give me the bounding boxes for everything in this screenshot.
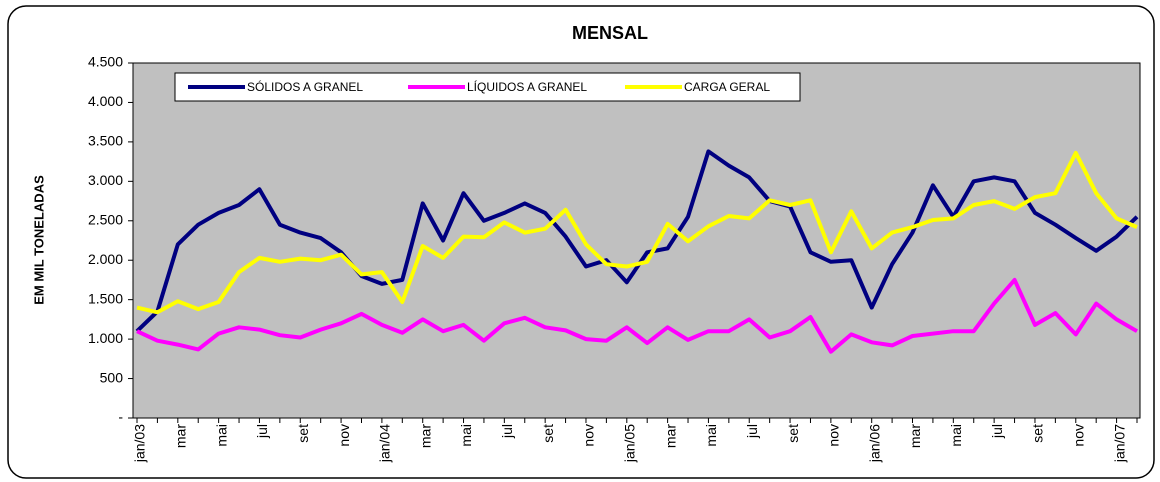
x-tick-label: mar xyxy=(173,424,189,448)
series-line xyxy=(136,150,1138,315)
series-line xyxy=(135,149,1139,333)
x-tick-label: jul xyxy=(499,424,515,439)
y-tick-label: 2.500 xyxy=(88,211,123,227)
x-tick-label: set xyxy=(295,424,311,443)
legend xyxy=(174,72,801,102)
legend-label: SÓLIDOS A GRANEL xyxy=(247,79,363,94)
chart-title: MENSAL xyxy=(572,23,648,43)
y-tick-label: 1.500 xyxy=(88,290,123,306)
x-tick-label: mai xyxy=(948,424,964,447)
y-tick-label: 3.500 xyxy=(88,133,123,149)
x-tick-label: mar xyxy=(417,424,433,448)
x-tick-label: mai xyxy=(213,424,229,447)
x-tick-label: nov xyxy=(336,424,352,447)
x-tick-label: mai xyxy=(458,424,474,447)
x-tick-label: jan/06 xyxy=(866,424,882,463)
plot-area xyxy=(132,62,1141,419)
y-tick-label: 3.000 xyxy=(88,172,123,188)
x-tick-label: set xyxy=(540,424,556,443)
y-tick-label: 500 xyxy=(100,369,124,385)
legend-label: CARGA GERAL xyxy=(684,80,770,94)
y-tick-label: 1.000 xyxy=(88,330,123,346)
x-tick-label: nov xyxy=(581,424,597,447)
series-line xyxy=(136,277,1139,354)
x-tick-label: jul xyxy=(254,424,270,439)
x-tick-label: jan/07 xyxy=(1111,424,1127,463)
x-tick-label: nov xyxy=(1070,424,1086,447)
x-tick-label: jan/05 xyxy=(621,424,637,463)
x-tick-label: jan/03 xyxy=(132,424,148,463)
x-tick-label: jan/04 xyxy=(377,424,393,463)
x-tick-label: set xyxy=(785,424,801,443)
y-tick-label: 4.000 xyxy=(88,93,123,109)
x-tick-label: set xyxy=(1030,424,1046,443)
y-tick-label: 4.500 xyxy=(88,54,123,70)
legend-label: LÍQUIDOS A GRANEL xyxy=(467,79,587,94)
x-tick-label: mar xyxy=(662,424,678,448)
x-tick-label: mai xyxy=(703,424,719,447)
y-tick-label: - xyxy=(118,409,123,425)
y-tick-label: 2.000 xyxy=(88,251,123,267)
x-tick-label: jul xyxy=(989,424,1005,439)
x-tick-label: jul xyxy=(744,424,760,439)
x-tick-label: mar xyxy=(907,424,923,448)
x-tick-label: nov xyxy=(826,424,842,447)
y-axis-label: EM MIL TONELADAS xyxy=(31,175,46,305)
